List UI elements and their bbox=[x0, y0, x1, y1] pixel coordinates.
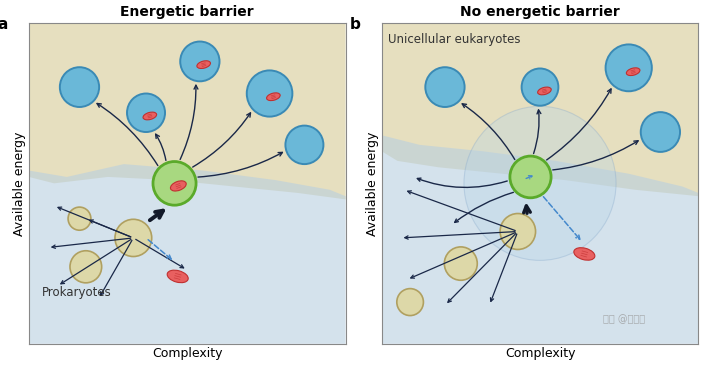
Polygon shape bbox=[382, 135, 698, 344]
Circle shape bbox=[426, 67, 464, 107]
Circle shape bbox=[68, 207, 91, 230]
Circle shape bbox=[60, 67, 99, 107]
Circle shape bbox=[127, 94, 165, 132]
Text: Prokaryotes: Prokaryotes bbox=[42, 286, 111, 299]
Circle shape bbox=[153, 162, 196, 205]
X-axis label: Complexity: Complexity bbox=[152, 346, 222, 359]
Ellipse shape bbox=[538, 87, 552, 95]
Circle shape bbox=[606, 44, 652, 91]
Title: No energetic barrier: No energetic barrier bbox=[460, 5, 620, 19]
Circle shape bbox=[500, 214, 536, 249]
Ellipse shape bbox=[266, 93, 280, 100]
Text: Unicellular eukaryotes: Unicellular eukaryotes bbox=[388, 32, 521, 45]
Circle shape bbox=[444, 247, 477, 280]
Ellipse shape bbox=[167, 270, 188, 283]
Circle shape bbox=[247, 70, 292, 117]
Text: 知乎 @老牛头: 知乎 @老牛头 bbox=[603, 314, 646, 325]
Ellipse shape bbox=[143, 112, 157, 120]
Text: b: b bbox=[350, 16, 361, 31]
Circle shape bbox=[464, 106, 616, 261]
Ellipse shape bbox=[197, 61, 210, 68]
Ellipse shape bbox=[574, 248, 595, 260]
Polygon shape bbox=[29, 23, 346, 199]
Ellipse shape bbox=[171, 181, 186, 191]
Text: a: a bbox=[0, 16, 7, 31]
Circle shape bbox=[180, 42, 220, 81]
Circle shape bbox=[641, 112, 680, 152]
Circle shape bbox=[115, 219, 152, 257]
Circle shape bbox=[285, 126, 323, 164]
Circle shape bbox=[521, 68, 559, 106]
X-axis label: Complexity: Complexity bbox=[505, 346, 575, 359]
Ellipse shape bbox=[626, 68, 640, 76]
Y-axis label: Available energy: Available energy bbox=[366, 131, 379, 236]
Title: Energetic barrier: Energetic barrier bbox=[120, 5, 254, 19]
Circle shape bbox=[397, 289, 423, 316]
Polygon shape bbox=[382, 23, 698, 196]
Circle shape bbox=[70, 251, 102, 283]
Circle shape bbox=[510, 156, 551, 198]
Polygon shape bbox=[29, 164, 346, 344]
Y-axis label: Available energy: Available energy bbox=[13, 131, 26, 236]
